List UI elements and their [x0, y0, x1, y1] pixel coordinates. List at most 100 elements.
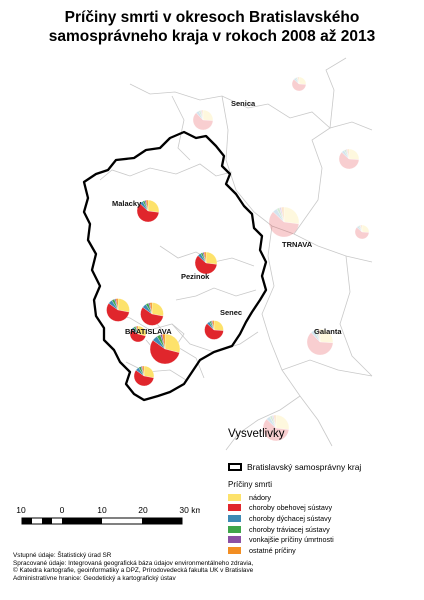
pie-slice [164, 333, 181, 353]
pie-slice [272, 208, 285, 223]
pie-slice [314, 329, 321, 343]
pie-bratislava-2 [140, 302, 164, 326]
legend-item: choroby tráviacej sústavy [228, 524, 334, 535]
pie-slice [273, 414, 277, 429]
town-label-bratislava: BRATISLAVA [125, 327, 172, 336]
source-line: © Katedra kartografie, geoinformatiky a … [13, 567, 254, 575]
legend-swatch-external [228, 536, 241, 544]
legend-item: choroby obehovej sústavy [228, 503, 334, 514]
pie-slice [262, 418, 290, 442]
legend-item-label: choroby tráviacej sústavy [249, 524, 330, 534]
legend-item: choroby dýchacej sústavy [228, 513, 334, 524]
pie-slice [341, 150, 350, 160]
legend-swatch-neoplasms [228, 493, 241, 501]
pie-slice [195, 110, 204, 121]
pie-slice [149, 339, 180, 365]
pie-slice [276, 207, 285, 223]
pie-trnava [268, 206, 300, 238]
pie-slice [346, 148, 350, 160]
pie-bratislava-3 [129, 325, 147, 343]
source-line: Vstupné údaje: Štatistický úrad SR [13, 552, 112, 559]
pie-slice [133, 369, 154, 387]
pie-slice [194, 255, 218, 275]
pie-bratislava-1 [106, 298, 130, 322]
pie-slice [343, 149, 350, 160]
pie-slice [298, 76, 307, 85]
scale-bar: 10 0 10 20 30 km [16, 505, 200, 525]
scale-label: 10 [97, 505, 107, 515]
pie-slice [136, 325, 139, 335]
pie-slice [318, 328, 321, 343]
pie-slice [306, 332, 334, 356]
pie-slice [338, 151, 360, 170]
pie-slice [198, 110, 204, 121]
pie-slice [136, 203, 160, 223]
pie-slice [275, 414, 290, 430]
pie-slice [143, 365, 155, 379]
pie-slice [204, 323, 224, 340]
pie-senica [192, 109, 214, 131]
pie-slice [162, 333, 166, 350]
pie-slice [151, 302, 164, 317]
map-title-line-1: Príčiny smrti v okresoch Bratislavského [64, 9, 360, 26]
legend-item: nádory [228, 492, 334, 503]
pie-slice [129, 329, 146, 343]
pie-slice [281, 206, 285, 223]
scale-label: 20 [138, 505, 148, 515]
legend-swatch-circulatory [228, 504, 241, 512]
pie-slice [203, 251, 207, 264]
pie-slice [145, 199, 149, 212]
pie-slice [291, 78, 307, 92]
pie-slice [201, 109, 204, 121]
pie-slice [147, 199, 160, 213]
scale-label: 10 [16, 505, 26, 515]
legend-swatch-respiratory [228, 514, 241, 522]
pie-slice [141, 365, 145, 377]
region-boundary-swatch [228, 463, 242, 471]
pie-slice [149, 302, 153, 315]
pie-hlohovec [338, 148, 360, 170]
legend-item-label: choroby dýchacej sústavy [249, 513, 332, 523]
pie-slice [266, 416, 277, 429]
scale-label: 30 km [179, 505, 200, 515]
pie-dunajska-streda [262, 414, 290, 442]
pie-slice [106, 303, 130, 322]
town-label-pezinok: Pezinok [181, 272, 210, 281]
pie-slice [348, 148, 360, 160]
legend-subtitle: Príčiny smrti [228, 480, 272, 489]
pie-slice [283, 206, 300, 225]
pie-slice [213, 320, 224, 331]
pie-slice [296, 76, 300, 85]
pie-slice [359, 224, 363, 233]
legend-item-label: ostatné príčiny [249, 545, 296, 555]
pie-slice [358, 225, 363, 233]
legend-swatch-other [228, 546, 241, 554]
town-label-malacky: Malacky [112, 199, 142, 208]
pie-slice [269, 415, 277, 429]
legend-item-label: nádory [249, 492, 271, 502]
legend-item-label: vonkajšie príčiny úmrtnosti [249, 535, 334, 545]
pie-slice [316, 328, 321, 343]
pie-slice [361, 224, 370, 233]
town-label-galanta: Galanta [314, 327, 342, 336]
pie-slice [212, 320, 215, 331]
pie-slice [360, 224, 363, 233]
town-label-trnava: TRNAVA [282, 240, 313, 249]
legend-region-entry: Bratislavský samosprávny kraj [228, 462, 361, 472]
pie-slice [319, 328, 334, 343]
source-line: Spracované údaje: Integrovaná geografick… [13, 559, 254, 567]
pie-bratislava-5 [133, 365, 155, 387]
pie-slice [202, 109, 214, 121]
pie-senec [204, 320, 224, 340]
pie-slice [192, 112, 214, 131]
sources-note: Vstupné údaje: Štatistický úrad SR Sprac… [13, 552, 253, 582]
region-boundary [82, 130, 268, 402]
pie-slice [295, 77, 300, 85]
pie-skalica [291, 76, 307, 92]
pie-pezinok [194, 251, 218, 275]
pie-piestany [354, 224, 370, 240]
pie-slice [115, 298, 119, 311]
pie-slice [297, 76, 300, 85]
pie-slice [310, 330, 321, 343]
